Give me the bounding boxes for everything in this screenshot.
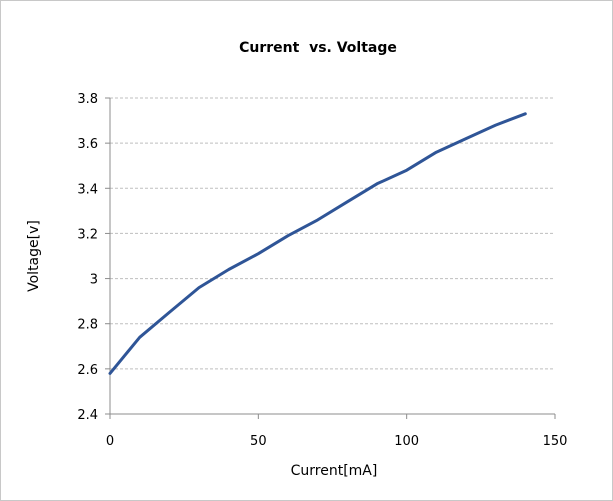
x-tick-label: 100 bbox=[394, 434, 419, 449]
series-group bbox=[108, 112, 527, 375]
y-tick-label: 2.4 bbox=[77, 408, 98, 423]
y-tick-label: 2.8 bbox=[77, 318, 98, 333]
series-line bbox=[108, 112, 527, 375]
y-tick-label: 2.6 bbox=[77, 363, 98, 378]
y-axis-ticks: 2.4 2.6 2.8 3 3.2 3.4 3.6 3.8 bbox=[77, 92, 110, 423]
x-axis-ticks: 0 50 100 150 bbox=[106, 414, 568, 449]
y-tick-label: 3.4 bbox=[77, 182, 98, 197]
y-tick-label: 3 bbox=[90, 273, 98, 288]
axes bbox=[109, 98, 555, 415]
x-tick-label: 50 bbox=[250, 434, 267, 449]
y-tick-label: 3.8 bbox=[77, 92, 98, 107]
y-axis-label: Voltage[v] bbox=[26, 220, 42, 292]
gridlines bbox=[110, 97, 555, 370]
chart-title: Current vs. Voltage bbox=[239, 40, 397, 56]
y-tick-label: 3.6 bbox=[77, 137, 98, 152]
x-axis-label: Current[mA] bbox=[291, 463, 378, 479]
x-tick-label: 150 bbox=[543, 434, 568, 449]
x-tick-label: 0 bbox=[106, 434, 114, 449]
y-tick-label: 3.2 bbox=[77, 227, 98, 242]
